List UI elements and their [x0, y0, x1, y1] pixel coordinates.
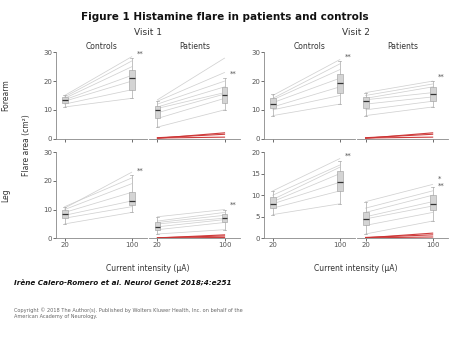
Text: **: **	[230, 71, 236, 76]
Text: **: **	[137, 50, 144, 56]
PathPatch shape	[430, 195, 436, 210]
Text: **: **	[345, 153, 351, 159]
Text: **: **	[438, 73, 445, 79]
PathPatch shape	[221, 214, 227, 222]
PathPatch shape	[221, 87, 227, 103]
PathPatch shape	[363, 213, 369, 225]
Text: Patients: Patients	[387, 42, 418, 51]
Text: **: **	[137, 167, 144, 173]
Text: **: **	[438, 182, 445, 188]
PathPatch shape	[129, 192, 135, 205]
Text: Controls: Controls	[86, 42, 117, 51]
PathPatch shape	[337, 171, 343, 191]
Text: Visit 2: Visit 2	[342, 28, 370, 37]
PathPatch shape	[154, 105, 160, 119]
PathPatch shape	[62, 210, 68, 218]
Text: Patients: Patients	[179, 42, 210, 51]
Text: Forearm: Forearm	[1, 80, 10, 111]
Text: Current intensity (μA): Current intensity (μA)	[314, 264, 398, 273]
PathPatch shape	[270, 98, 276, 108]
Text: Flare area (cm²): Flare area (cm²)	[22, 115, 31, 176]
Text: **: **	[230, 202, 236, 208]
Text: Controls: Controls	[294, 42, 326, 51]
PathPatch shape	[430, 87, 436, 101]
Text: Visit 1: Visit 1	[134, 28, 162, 37]
Text: Irène Calero-Romero et al. Neurol Genet 2018;4:e251: Irène Calero-Romero et al. Neurol Genet …	[14, 279, 231, 285]
Text: Current intensity (μA): Current intensity (μA)	[106, 264, 190, 273]
PathPatch shape	[270, 197, 276, 208]
Text: **: **	[345, 53, 351, 59]
Text: *: *	[438, 175, 441, 182]
PathPatch shape	[129, 70, 135, 90]
PathPatch shape	[337, 74, 343, 93]
PathPatch shape	[62, 97, 68, 103]
Text: Leg: Leg	[1, 188, 10, 202]
Text: Figure 1 Histamine flare in patients and controls: Figure 1 Histamine flare in patients and…	[81, 12, 369, 22]
Text: Copyright © 2018 The Author(s). Published by Wolters Kluwer Health, Inc. on beha: Copyright © 2018 The Author(s). Publishe…	[14, 308, 242, 319]
PathPatch shape	[154, 222, 160, 230]
PathPatch shape	[363, 97, 369, 108]
